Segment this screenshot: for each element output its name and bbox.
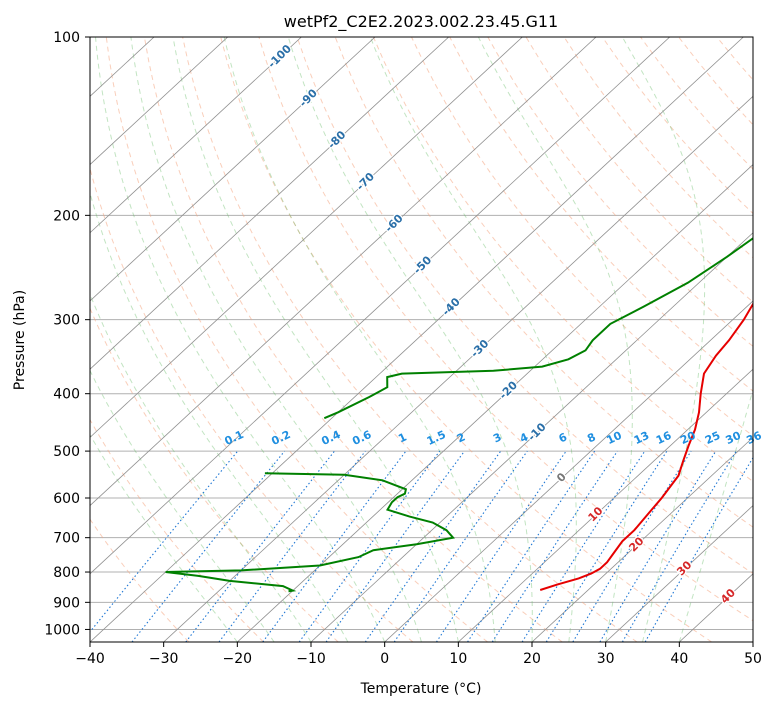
isotherm-line — [531, 436, 753, 642]
dry-adiabat-line — [525, 37, 753, 303]
mixing-ratio-line — [467, 450, 596, 642]
chart-title: wetPf2_C2E2.2023.002.23.45.G11 — [284, 12, 558, 32]
mixing-ratio-label: 30 — [724, 429, 744, 447]
isotherm-line — [90, 37, 523, 438]
isotherm-line — [90, 37, 671, 575]
dry-adiabat-line — [90, 518, 190, 642]
mixing-ratio-label: 10 — [605, 429, 625, 447]
mixing-ratio-line — [218, 450, 366, 642]
moist-adiabat-line — [95, 37, 386, 642]
moist-adiabat-line — [90, 369, 275, 642]
mixing-ratio-label: 16 — [654, 429, 674, 447]
isotherm-line — [90, 37, 229, 166]
isotherm-line — [90, 37, 744, 642]
y-tick-label: 300 — [53, 313, 80, 329]
y-tick-label: 800 — [53, 565, 80, 581]
moist-adiabat-line — [172, 37, 459, 642]
isotherm-line — [163, 95, 753, 642]
isotherm-line — [90, 37, 450, 370]
moist-adiabat-line — [130, 37, 422, 642]
x-axis-label: Temperature (°C) — [360, 681, 482, 697]
y-tick-label: 400 — [53, 387, 80, 403]
moist-adiabat-line — [90, 292, 312, 642]
dry-adiabat-line — [105, 37, 488, 642]
mixing-ratio-line — [131, 450, 286, 642]
isotherm-line — [90, 37, 597, 507]
mixing-ratio-line — [393, 450, 528, 642]
mixing-ratio-line — [599, 450, 717, 642]
x-tick-label: −30 — [149, 651, 179, 667]
x-tick-label: 30 — [597, 651, 615, 667]
moist-adiabat-line — [90, 191, 349, 642]
moist-adiabat-line — [287, 37, 533, 642]
mixing-ratio-line — [325, 450, 465, 642]
moist-adiabat-line — [477, 37, 633, 642]
x-axis: −40 −30 −20 −10 0 10 20 30 40 50 — [75, 642, 762, 667]
mixing-ratio-lines — [90, 450, 753, 642]
isotherm-line — [90, 37, 302, 234]
x-tick-label: 0 — [380, 651, 389, 667]
y-tick-label: 600 — [53, 491, 80, 507]
mixing-ratio-line — [364, 450, 502, 642]
mixing-ratio-label: 25 — [703, 429, 722, 447]
x-tick-label: −10 — [296, 651, 326, 667]
mixing-ratio-line — [298, 450, 441, 642]
isotherm-line — [605, 505, 753, 642]
mixing-ratio-line — [491, 450, 618, 642]
x-tick-label: 50 — [744, 651, 762, 667]
mixing-ratio-label: 13 — [632, 429, 651, 447]
plot-frame — [89, 36, 754, 643]
dry-adiabat-line — [90, 307, 339, 642]
profile-line-0 — [539, 302, 753, 591]
isotherm-line — [384, 300, 753, 642]
x-tick-label: −20 — [223, 651, 253, 667]
dry-adiabat-line — [90, 418, 264, 642]
dry-adiabat-line — [182, 37, 638, 642]
y-tick-label: 200 — [53, 208, 80, 224]
y-tick-label: 900 — [53, 595, 80, 611]
y-tick-label: 1000 — [44, 622, 80, 638]
x-tick-label: 20 — [523, 651, 541, 667]
x-tick-label: 10 — [449, 651, 467, 667]
mixing-ratio-label: 36 — [744, 429, 764, 447]
dry-adiabat-line — [143, 37, 563, 642]
profile-line-2 — [165, 472, 456, 593]
moist-adiabat-line — [369, 37, 577, 642]
mixing-ratio-line — [262, 450, 407, 642]
profile-lines — [165, 237, 753, 593]
isotherm-line — [310, 232, 753, 642]
isotherm-line — [90, 37, 376, 302]
x-tick-label: 40 — [670, 651, 688, 667]
dry-adiabat-line — [372, 37, 753, 482]
dry-adiabat-line — [411, 37, 753, 437]
mixing-ratio-label: 20 — [678, 429, 698, 447]
y-tick-label: 100 — [53, 30, 80, 46]
y-tick-label: 700 — [53, 531, 80, 547]
moist-adiabat-line — [90, 433, 238, 642]
profile-line-1 — [323, 237, 753, 420]
grid-lines — [90, 37, 753, 642]
dry-adiabat-line — [220, 37, 712, 642]
dry-adiabat-line — [258, 37, 753, 622]
y-axis-label: Pressure (hPa) — [12, 290, 28, 390]
isotherm-line — [237, 163, 753, 642]
y-tick-label: 500 — [53, 444, 80, 460]
isotherm-line — [458, 368, 753, 642]
mixing-ratio-line — [90, 450, 239, 633]
x-tick-label: −40 — [75, 651, 105, 667]
mixing-ratio-line — [435, 450, 567, 642]
mixing-ratio-line — [521, 450, 646, 642]
dry-adiabat-line — [296, 37, 753, 575]
y-axis: 100 200 300 400 500 600 700 800 900 1000 — [44, 30, 90, 638]
